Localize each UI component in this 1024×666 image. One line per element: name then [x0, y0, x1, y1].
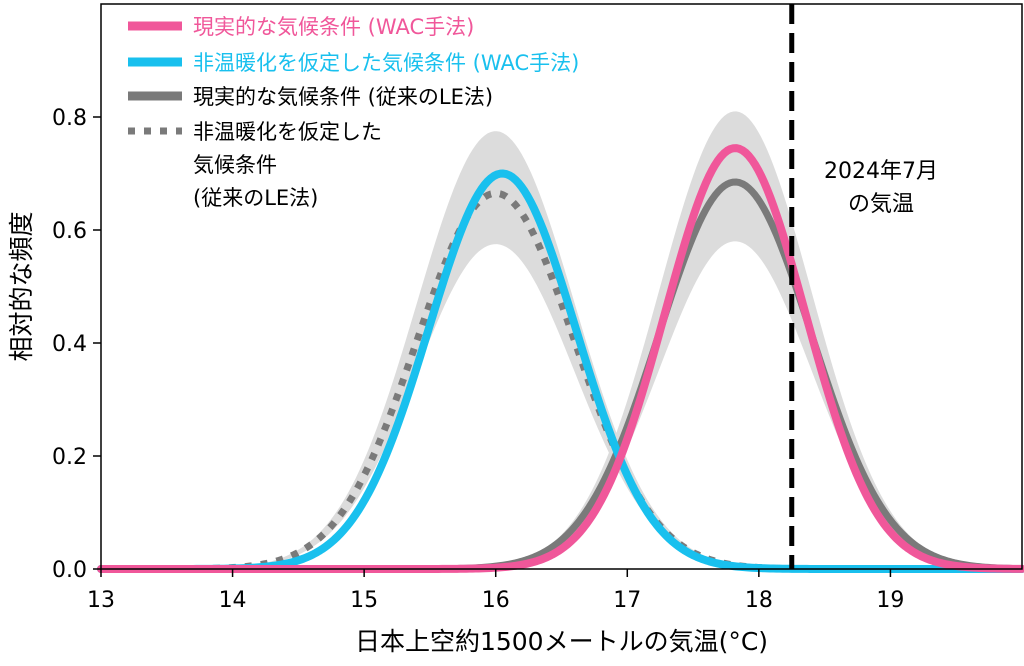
x-axis-title: 日本上空約1500メートルの気温(°C): [355, 627, 768, 656]
legend: 現実的な気候条件 (WAC手法) 非温暖化を仮定した気候条件 (WAC手法) 現実的…: [128, 15, 579, 210]
y-axis: 0.0 0.2 0.4 0.6 0.8: [52, 106, 101, 583]
x-tick-label: 14: [219, 588, 247, 613]
y-tick-label: 0.2: [52, 445, 87, 470]
plot-frame: [100, 3, 1023, 570]
legend-label-4: 気候条件: [193, 153, 277, 177]
series-line-3: [97, 178, 1024, 573]
july-2024-label: の気温: [848, 192, 914, 217]
x-tick-label: 15: [350, 588, 378, 613]
legend-label-4: (従来のLE法): [193, 186, 318, 210]
x-tick-label: 17: [613, 588, 641, 613]
x-tick-label: 19: [876, 588, 904, 613]
x-tick-label: 16: [482, 588, 510, 613]
legend-label-2: 非温暖化を仮定した気候条件 (WAC手法): [193, 51, 579, 75]
july-2024-label: 2024年7月: [824, 159, 938, 184]
x-tick-label: 18: [745, 588, 773, 613]
y-axis-title: 相対的な頻度: [7, 211, 36, 361]
y-tick-label: 0.6: [52, 219, 87, 244]
y-tick-label: 0.0: [52, 558, 87, 583]
legend-label-3: 現実的な気候条件 (従来のLE法): [193, 85, 493, 109]
legend-label-4: 非温暖化を仮定した: [193, 120, 382, 144]
legend-label-1: 現実的な気候条件 (WAC手法): [193, 15, 474, 39]
y-tick-label: 0.4: [52, 332, 87, 357]
x-axis: 13 14 15 16 17 18 19: [87, 569, 904, 613]
x-tick-label: 13: [87, 588, 115, 613]
y-tick-label: 0.8: [52, 106, 87, 131]
